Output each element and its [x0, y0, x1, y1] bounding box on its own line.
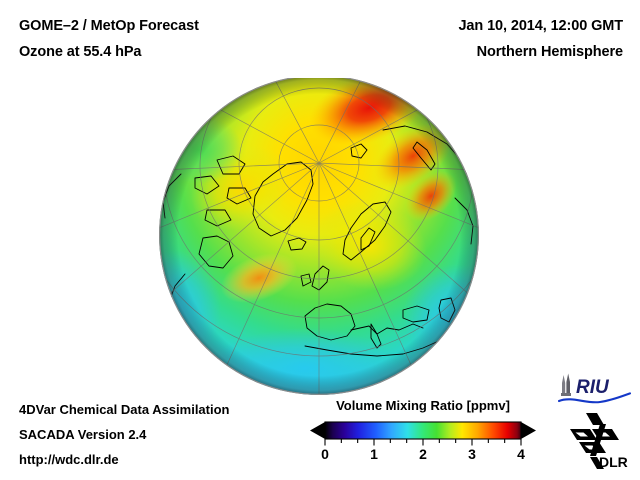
colorbar-tick-label: 1 [370, 446, 378, 462]
dlr-mark-icon [570, 413, 619, 469]
forecast-datetime: Jan 10, 2014, 12:00 GMT [458, 18, 623, 34]
method-label: 4DVar Chemical Data Assimilation [19, 402, 230, 417]
colorbar-gradient [325, 422, 521, 439]
riu-wordmark: RIU [576, 377, 610, 398]
riu-wave-icon [557, 392, 632, 404]
colorbar-tick-label: 4 [517, 446, 525, 462]
colorbar-title: Volume Mixing Ratio [ppmv] [336, 398, 510, 413]
dlr-logo: DLR [570, 413, 628, 470]
source-url[interactable]: http://wdc.dlr.de [19, 452, 119, 467]
riu-tower-icon [561, 373, 571, 396]
riu-logo: RIU [557, 373, 632, 404]
colorbar-tick-label: 3 [468, 446, 476, 462]
dlr-wordmark: DLR [599, 454, 628, 470]
page-title: GOME–2 / MetOp Forecast [19, 18, 199, 34]
version-label: SACADA Version 2.4 [19, 427, 147, 442]
globe-outline [159, 78, 479, 395]
colorbar-tick-labels: 0 1 2 3 4 [306, 446, 540, 468]
colorbar-graphic [310, 421, 536, 446]
ozone-globe-map [155, 78, 483, 398]
colorbar-tick-label: 2 [419, 446, 427, 462]
ozone-field [159, 78, 479, 395]
colorbar-arrow-left [310, 422, 325, 439]
limb-shading [159, 78, 479, 395]
page-subtitle: Ozone at 55.4 hPa [19, 44, 142, 60]
colorbar: Volume Mixing Ratio [ppmv] 0 1 2 3 4 [306, 398, 540, 472]
colorbar-tick-label: 0 [321, 446, 329, 462]
colorbar-arrow-right [521, 422, 536, 439]
region-label: Northern Hemisphere [476, 44, 623, 60]
colorbar-ticks [324, 439, 522, 446]
